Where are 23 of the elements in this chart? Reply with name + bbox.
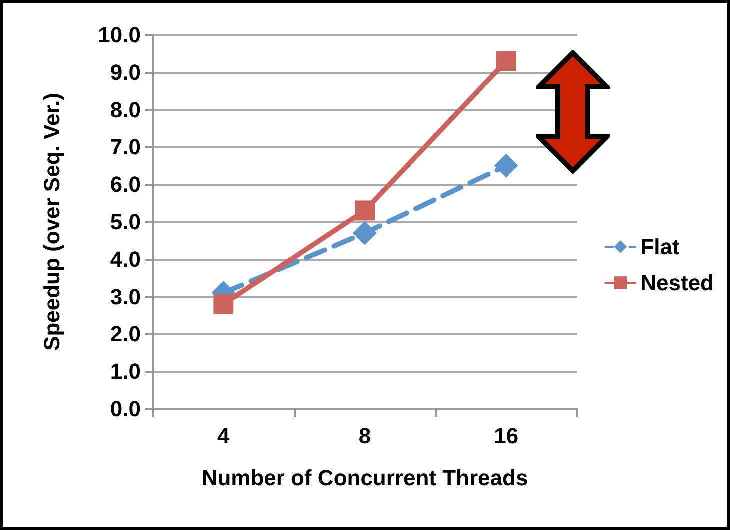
y-tick-label: 4.0 bbox=[110, 246, 141, 272]
point bbox=[214, 294, 234, 314]
y-tick-label: 6.0 bbox=[110, 172, 141, 198]
x-tick-label: 16 bbox=[494, 424, 519, 448]
y-tick-label: 10.0 bbox=[98, 22, 141, 48]
x-axis-title: Number of Concurrent Threads bbox=[202, 466, 528, 490]
legend-label: Nested bbox=[640, 270, 714, 296]
y-tick-label: 1.0 bbox=[110, 359, 141, 384]
x-tick-label: 8 bbox=[358, 424, 372, 448]
y-axis-title: Speedup (over Seq. Ver.) bbox=[40, 93, 64, 351]
y-tick-label: 2.0 bbox=[110, 322, 141, 347]
point bbox=[494, 154, 518, 178]
point bbox=[355, 200, 375, 221]
y-tick-label: 9.0 bbox=[110, 60, 141, 85]
y-tick-label: 5.0 bbox=[110, 210, 141, 234]
point bbox=[496, 51, 516, 72]
y-tick-label: 3.0 bbox=[110, 284, 141, 310]
y-tick-label: 0.0 bbox=[110, 396, 141, 422]
point bbox=[353, 221, 377, 246]
x-tick-label: 4 bbox=[218, 424, 231, 448]
y-tick-label: 8.0 bbox=[110, 97, 141, 122]
legend-label: Flat bbox=[640, 234, 680, 260]
y-tick-label: 7.0 bbox=[110, 134, 141, 160]
